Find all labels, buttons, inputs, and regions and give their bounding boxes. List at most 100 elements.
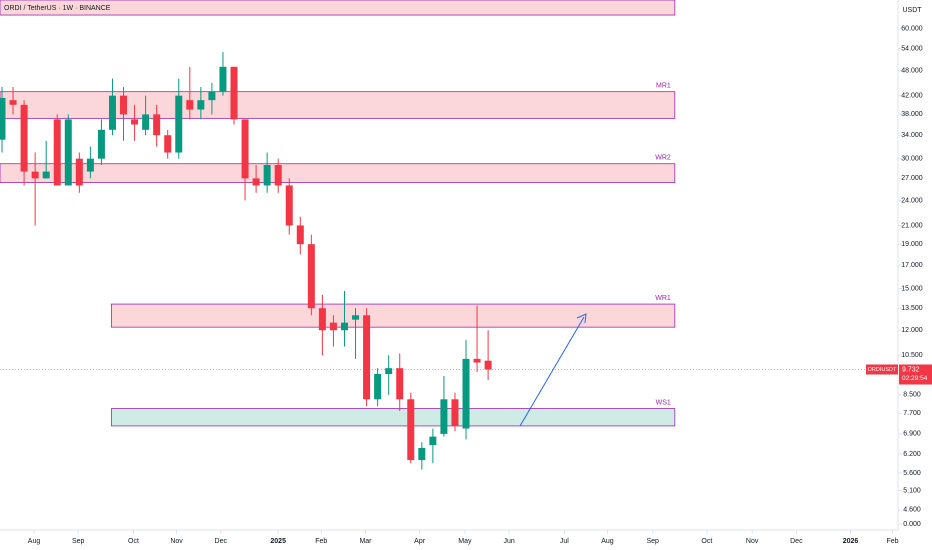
y-tick-label: 19.000	[901, 241, 923, 248]
candle-body	[153, 114, 161, 136]
y-tick-label: 48.000	[901, 67, 923, 74]
candle-body	[75, 158, 83, 186]
x-tick-label: Aug	[28, 538, 41, 545]
candle-body	[396, 368, 404, 400]
price-label: 9.732	[902, 366, 920, 373]
candle-body	[9, 100, 17, 105]
x-tick-label: Jun	[503, 538, 514, 545]
arrow-head	[576, 313, 587, 324]
candle-body	[285, 185, 293, 226]
candle-body	[131, 119, 139, 125]
candle-body	[440, 399, 448, 434]
x-tick-label: Jul	[560, 538, 569, 545]
y-tick-label: 27.000	[901, 175, 923, 182]
candle-body	[340, 322, 348, 331]
candle-body	[230, 66, 238, 120]
x-tick-label: May	[458, 538, 472, 545]
y-tick-label: 8.500	[903, 392, 921, 399]
candle-body	[274, 165, 282, 186]
zone	[110, 408, 676, 427]
x-tick-label: Feb	[315, 538, 327, 545]
candle-body	[86, 158, 94, 172]
candle-body	[0, 97, 6, 140]
y-tick-label: 54.000	[901, 45, 923, 52]
candle-body	[363, 315, 371, 400]
x-tick-label: Aug	[601, 538, 614, 545]
zone	[0, 91, 676, 119]
y-tick-label: 17.000	[901, 262, 923, 269]
zone-label: WS1	[656, 399, 671, 406]
y-tick-label: 60.000	[901, 26, 923, 33]
candle-body	[385, 368, 393, 375]
candle-body	[53, 119, 61, 186]
candle-body	[64, 119, 72, 186]
candle-body	[451, 399, 459, 426]
candle-body	[31, 171, 39, 179]
x-tick-label: Sep	[72, 538, 85, 545]
candle-body	[142, 114, 150, 130]
y-tick-label: 30.000	[901, 156, 923, 163]
candle-body	[197, 100, 205, 110]
candle-body	[462, 358, 470, 429]
candle-body	[208, 91, 216, 101]
zone	[0, 0, 676, 16]
y-tick-label: 6.200	[903, 451, 921, 458]
countdown-label: 02:29:54	[902, 375, 928, 382]
zone	[0, 163, 676, 184]
y-tick-label: 5.600	[903, 470, 921, 477]
candle-body	[263, 165, 271, 186]
y-tick-label: 10.500	[901, 352, 923, 359]
zone	[110, 303, 676, 328]
x-tick-label: Nov	[170, 538, 183, 545]
x-tick-label: Sep	[646, 538, 659, 545]
y-tick-label: 0.000	[903, 521, 921, 528]
x-tick-label: Oct	[701, 538, 712, 545]
y-tick-label: 13.500	[901, 305, 923, 312]
candle-body	[186, 100, 194, 110]
candle-body	[97, 129, 105, 159]
zone-label: MR1	[656, 83, 671, 90]
candle-body	[407, 399, 415, 461]
candle-body	[318, 308, 326, 331]
candle-body	[296, 225, 304, 245]
candle-body	[108, 95, 116, 130]
y-tick-label: 42.000	[901, 93, 923, 100]
candle-body	[241, 119, 249, 179]
candle-body	[352, 315, 360, 320]
y-tick-label: 21.000	[901, 222, 923, 229]
y-tick-label: 5.100	[903, 487, 921, 494]
price-tag	[899, 364, 932, 385]
y-tick-label: 34.000	[901, 132, 923, 139]
candle-body	[219, 66, 227, 92]
candle-body	[42, 171, 50, 179]
x-tick-label: Dec	[790, 538, 803, 545]
candle-body	[484, 360, 492, 370]
zone-label: WR1	[655, 295, 671, 302]
x-tick-label: Feb	[886, 538, 898, 545]
y-tick-label: 24.000	[901, 197, 923, 204]
y-tick-label: 38.000	[901, 111, 923, 118]
chart-title: ORDI / TetherUS · 1W · BINANCE	[4, 5, 111, 12]
symbol-tag	[866, 364, 898, 375]
projection-arrow	[519, 316, 585, 427]
x-tick-label: Dec	[215, 538, 228, 545]
y-tick-label: 7.700	[903, 410, 921, 417]
x-tick-label: Nov	[746, 538, 759, 545]
y-tick-label: 12.000	[901, 327, 923, 334]
symbol-label: ORDIUSDT	[868, 367, 897, 373]
x-tick-label: 2025	[270, 538, 286, 545]
x-tick-label: Apr	[414, 538, 426, 545]
y-tick-label: 6.900	[903, 431, 921, 438]
candle-body	[164, 135, 172, 153]
x-tick-label: Oct	[128, 538, 139, 545]
candle-body	[175, 95, 183, 153]
y-tick-label: 4.600	[903, 507, 921, 514]
candle-body	[418, 447, 426, 461]
candle-body	[120, 95, 128, 115]
candle-body	[307, 244, 315, 309]
x-tick-label: Mar	[359, 538, 372, 545]
candle-body	[473, 358, 481, 363]
candle-body	[252, 178, 260, 186]
